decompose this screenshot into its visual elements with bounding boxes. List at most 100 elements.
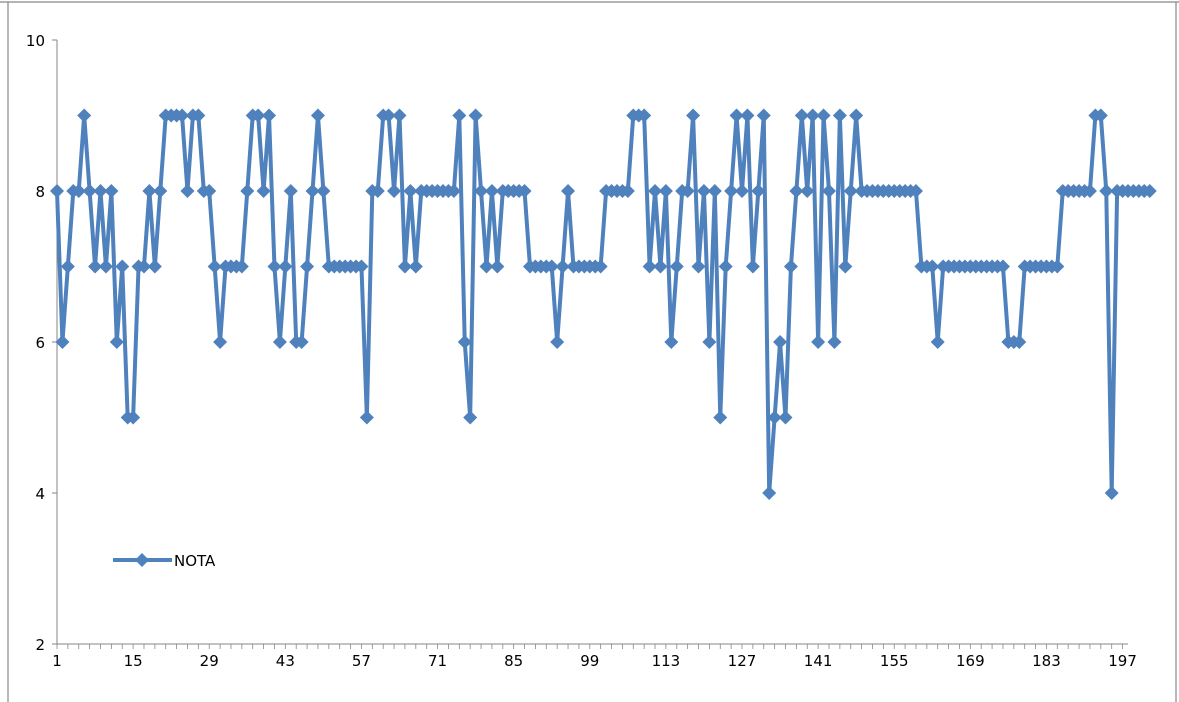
x-tick-label: 15 [124,652,143,670]
data-point [294,335,309,349]
data-point [691,259,706,274]
data-point [664,335,679,349]
data-point [251,108,266,123]
data-point [50,184,64,198]
data-point [735,184,750,198]
data-point [593,259,608,274]
data-point [637,108,652,123]
data-point [60,259,75,274]
data-point [908,184,923,198]
data-point [267,259,282,274]
data-point [745,259,760,274]
data-point [397,259,412,274]
data-point [136,259,151,274]
data-point [778,410,793,425]
data-point [751,184,766,198]
data-point [283,184,298,198]
data-point [213,335,228,349]
data-point [272,335,287,349]
x-tick-label: 113 [652,652,681,670]
data-point [104,184,119,198]
data-point [262,108,277,123]
series-line-nota [55,113,1150,495]
y-tick-label: 2 [35,636,45,654]
data-point [718,259,733,274]
x-tick-label: 99 [580,652,599,670]
x-tick-label: 71 [428,652,447,670]
x-tick-label: 57 [352,652,371,670]
data-point [191,108,206,123]
data-point [463,410,478,425]
data-point [816,108,831,123]
data-point [930,335,945,349]
data-point [316,184,331,198]
data-point [811,335,826,349]
data-point [550,335,565,349]
data-point [555,259,570,274]
data-point [821,184,836,198]
data-point [310,108,325,123]
data-point [762,486,777,500]
data-point [109,335,124,349]
data-point [82,184,97,198]
data-point [93,184,108,198]
y-tick-label: 4 [35,485,45,503]
series-layer [50,108,1157,500]
data-point [278,259,293,274]
data-point [729,108,744,123]
data-point [55,335,70,349]
data-point [175,108,190,123]
data-point [370,184,385,198]
data-point [490,259,505,274]
data-point [805,108,820,123]
data-point [354,259,369,274]
data-point [642,259,657,274]
data-point [446,184,461,198]
x-tick-label: 183 [1032,652,1061,670]
data-point [653,259,668,274]
x-tick-label: 169 [956,652,985,670]
data-point [740,108,755,123]
data-point [1012,335,1027,349]
data-point [707,184,722,198]
x-tick-label: 155 [880,652,909,670]
data-point [827,335,842,349]
data-point [995,259,1010,274]
data-point [468,108,483,123]
data-point [1050,259,1065,274]
data-point [457,335,472,349]
data-point [843,184,858,198]
data-point [800,184,815,198]
x-tick-label: 1 [52,652,62,670]
data-point [925,259,940,274]
data-point [71,184,86,198]
y-tick-label: 10 [26,32,45,50]
legend-marker [135,553,149,567]
data-point [832,108,847,123]
x-tick-label: 127 [728,652,757,670]
data-point [180,184,195,198]
data-point [474,184,489,198]
data-point [517,184,532,198]
data-point [1093,108,1108,123]
x-tick-label: 43 [276,652,295,670]
data-point [392,108,407,123]
data-point [669,259,684,274]
data-point [658,184,673,198]
data-point [147,259,162,274]
data-point [300,259,315,274]
data-point [789,184,804,198]
data-point [126,410,141,425]
data-point [207,259,222,274]
data-point [484,184,499,198]
y-tick-label: 8 [35,183,45,201]
data-point [1104,486,1119,500]
data-point [142,184,157,198]
y-axis-ticks: 2 4 6 8 10 [26,32,57,654]
data-point [256,184,271,198]
y-tick-label: 6 [35,334,45,352]
data-point [452,108,467,123]
data-point [408,259,423,274]
x-tick-label: 29 [200,652,219,670]
